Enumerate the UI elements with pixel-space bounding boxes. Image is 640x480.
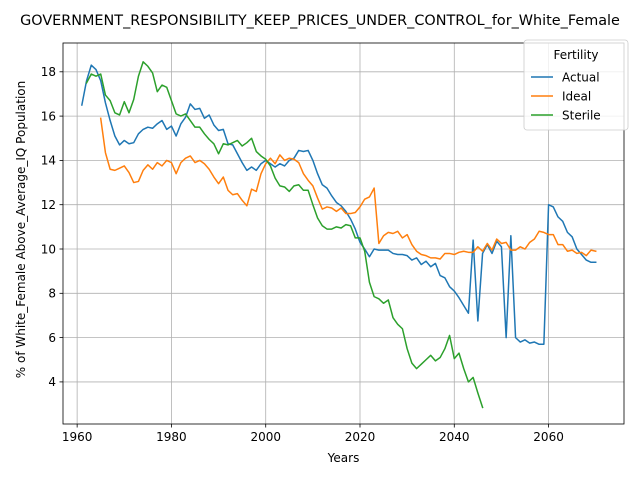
x-axis-label: Years [327, 451, 360, 465]
x-tick-label: 1980 [156, 430, 187, 444]
y-tick-label: 8 [48, 287, 56, 301]
x-tick-label: 2040 [439, 430, 470, 444]
legend-title: Fertility [553, 48, 598, 62]
chart-title: GOVERNMENT_RESPONSIBILITY_KEEP_PRICES_UN… [20, 13, 620, 29]
y-tick-label: 10 [41, 242, 56, 256]
axes-frame [62, 42, 625, 425]
legend-box [523, 39, 629, 131]
x-tick-label: 1960 [62, 430, 93, 444]
legend-label-actual: Actual [562, 70, 600, 84]
y-tick-label: 16 [41, 109, 56, 123]
y-axis-label: % of White_Female Above_Average_IQ Popul… [14, 81, 28, 378]
legend-label-sterile: Sterile [562, 108, 601, 122]
series-line-ideal [99, 117, 597, 260]
legend-label-ideal: Ideal [562, 89, 591, 103]
y-tick-label: 4 [48, 375, 56, 389]
x-tick-label: 2060 [533, 430, 564, 444]
axis-ticks: 1960 1980 2000 2020 2040 2060 4 6 8 10 12 14 16 18 [41, 65, 564, 444]
series-lines [80, 61, 597, 409]
series-line-sterile [85, 61, 484, 409]
series-line-actual [80, 64, 597, 346]
y-tick-label: 6 [48, 331, 56, 345]
y-tick-label: 18 [41, 65, 56, 79]
x-tick-label: 2020 [345, 430, 376, 444]
x-tick-label: 2000 [250, 430, 281, 444]
y-tick-label: 14 [41, 154, 56, 168]
y-tick-label: 12 [41, 198, 56, 212]
legend-entries: Actual Ideal Sterile [531, 70, 601, 122]
legend: Fertility Actual Ideal Sterile [523, 39, 629, 131]
